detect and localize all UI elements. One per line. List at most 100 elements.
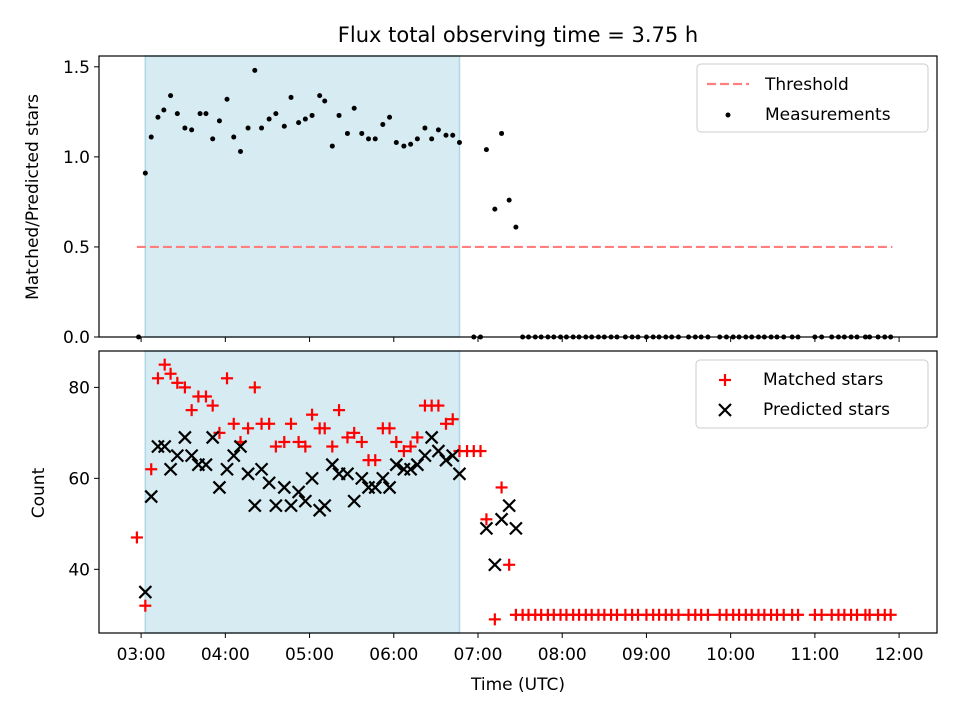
measurement-point [329, 143, 335, 149]
ratio-ytick-label: 1.0 [63, 148, 90, 168]
matched-star-point [495, 481, 508, 494]
matched-star-point [185, 404, 198, 417]
ratio-panel: 0.0 0.5 1.0 1.5 Matched/Predicted stars Thr… [23, 55, 938, 348]
predicted-star-point [163, 462, 178, 477]
predicted-star-point [418, 448, 432, 463]
count-xtick-label: 04:00 [201, 645, 250, 665]
predicted-star-point [424, 430, 439, 445]
measurement-point [443, 132, 449, 138]
matched-star-point [164, 367, 177, 380]
predicted-star-point [184, 448, 199, 463]
measurements-legend-marker [725, 112, 731, 118]
matched-star-point [158, 358, 171, 371]
matched-star-point [333, 404, 346, 417]
count-ytick-label: 40 [68, 560, 90, 580]
matched-star-point [299, 440, 312, 453]
matched-star-point [248, 381, 261, 394]
measurement-point [189, 127, 195, 133]
observing-window-span [144, 350, 461, 634]
measurement-point [393, 139, 399, 145]
matched-star-point [432, 399, 445, 412]
matched-star-point [390, 435, 403, 448]
matched-star-point [488, 613, 501, 626]
measurement-point [429, 136, 435, 142]
count-xtick-label: 10:00 [706, 645, 755, 665]
matched-star-point [269, 440, 282, 453]
matched-star-point [306, 408, 319, 421]
count-panel-xlabel: Time (UTC) [470, 675, 565, 695]
measurements-legend-label: Measurements [765, 105, 891, 125]
measurement-point [456, 139, 462, 145]
predicted-star-point [157, 439, 172, 454]
count-panel-frame [98, 350, 938, 634]
measurement-point [366, 136, 372, 142]
predicted-legend-marker [718, 403, 732, 417]
predicted-star-point [291, 485, 306, 499]
predicted-star-point [170, 448, 185, 463]
predicted-star-point [305, 471, 319, 486]
matched-star-point [397, 445, 410, 458]
threshold-legend-label: Threshold [764, 75, 849, 95]
predicted-star-point [479, 521, 494, 536]
predicted-star-point [340, 467, 355, 481]
matched-star-point [369, 454, 382, 467]
measurement-point [231, 134, 237, 140]
matched-star-point [439, 417, 452, 430]
predicted-star-point [376, 471, 390, 486]
measurement-point [237, 148, 243, 154]
matched-star-point [171, 376, 184, 389]
measurement-point [351, 105, 357, 111]
measurement-point [302, 116, 308, 122]
matched-star-point [199, 390, 212, 403]
measurement-point [422, 125, 428, 131]
measurement-point [380, 121, 386, 127]
measurement-point [216, 118, 222, 124]
measurement-point [161, 107, 167, 113]
measurement-point [336, 112, 342, 118]
matched-star-point [263, 417, 276, 430]
measurement-point [259, 125, 265, 131]
matched-star-point [348, 426, 361, 439]
measurement-point [203, 111, 209, 117]
measurement-point [142, 170, 148, 176]
measurement-point [414, 136, 420, 142]
predicted-star-point [347, 494, 361, 508]
matched-legend-label: Matched stars [763, 370, 883, 390]
measurement-point [296, 120, 302, 126]
matched-star-point [178, 381, 191, 394]
matched-star-point [815, 608, 828, 621]
predicted-star-point [269, 498, 283, 513]
matched-star-point [383, 422, 396, 435]
measurement-point [344, 130, 350, 136]
predicted-star-point [241, 467, 255, 481]
measurement-point [322, 98, 328, 104]
predicted-star-point [178, 430, 192, 445]
predicted-star-point [452, 467, 467, 481]
matched-star-point [221, 372, 234, 385]
ratio-ytick-label: 0.5 [63, 238, 90, 258]
count-ytick-label: 60 [68, 469, 90, 489]
measurement-point [317, 93, 323, 99]
measurement-point [182, 125, 188, 131]
measurement-point [492, 206, 498, 212]
measurement-point [450, 132, 456, 138]
predicted-star-point [226, 448, 241, 463]
ratio-legend-box [696, 63, 929, 133]
count-legend: Matched stars Predicted stars [695, 359, 929, 429]
predicted-legend-label: Predicted stars [763, 400, 890, 420]
measurement-point [359, 130, 365, 136]
predicted-star-point [212, 480, 227, 495]
count-ytick-label: 80 [68, 378, 90, 398]
matched-star-point [206, 399, 219, 412]
measurement-point [148, 134, 154, 140]
matched-star-point [884, 608, 897, 621]
count-panel-ylabel: Count [29, 467, 49, 518]
predicted-star-point [488, 557, 502, 572]
matched-star-point [139, 599, 152, 612]
matched-star-point [503, 558, 516, 571]
predicted-star-point [254, 462, 269, 477]
chart-title: Flux total observing time = 3.75 h [338, 23, 698, 47]
predicted-star-point [220, 462, 234, 477]
ratio-panel-ylabel: Matched/Predicted stars [23, 94, 43, 300]
ratio-ytick-label: 1.5 [63, 58, 90, 78]
